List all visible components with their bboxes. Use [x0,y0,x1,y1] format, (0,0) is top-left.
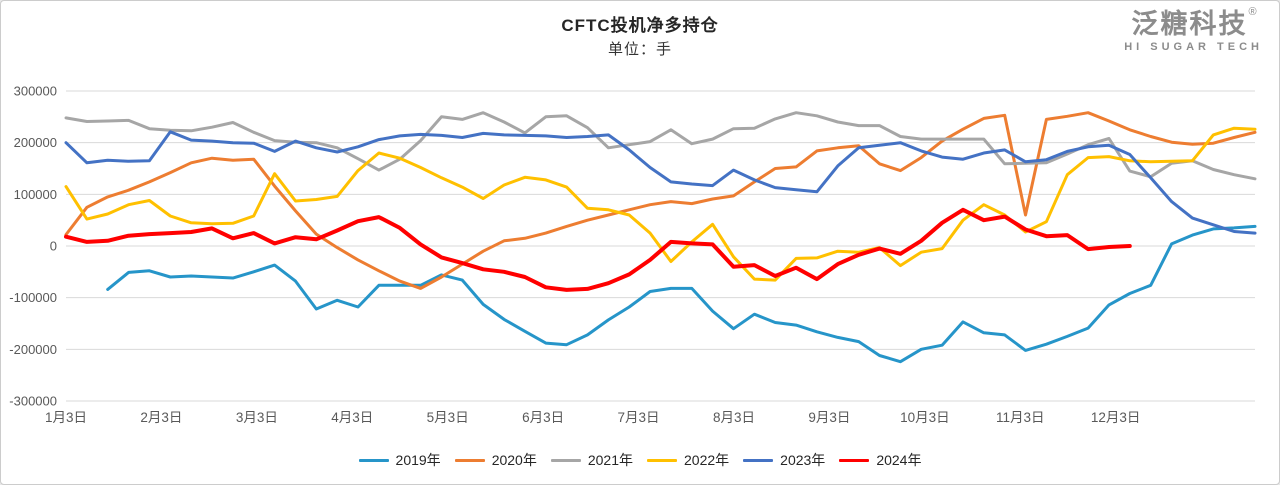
legend-line-swatch-2020 [454,458,485,462]
legend-item-2019: 2019年 [358,450,441,470]
legend-item-2022: 2022年 [647,450,729,470]
legend-line-swatch-2019 [358,458,389,462]
registered-mark-icon: ® [1248,6,1257,18]
legend-item-2021: 2021年 [550,450,633,470]
legend-label-2022: 2022年 [684,452,730,468]
legend-label-2021: 2021年 [587,452,633,468]
page-title: CFTC投机净多持仓 [561,16,719,35]
series-line-2022年 [64,126,1257,282]
chart-legend: 2019年 2020年 2021年 2022年 2023年 2024年 [1,450,1279,470]
x-axis-tick-label: 10月3日 [900,410,950,425]
legend-label-2023: 2023年 [780,452,826,468]
y-axis-tick-label: -100000 [9,290,57,305]
series-line-2023年 [64,130,1257,235]
x-axis-tick-label: 12月3日 [1091,410,1141,425]
x-axis-tick-label: 3月3日 [236,410,278,425]
legend-label-2019: 2019年 [395,452,441,468]
legend-line-swatch-2024 [839,458,870,462]
chart-unit-subtitle: 单位：手 [607,41,672,58]
x-axis-tick-label: 9月3日 [808,410,850,425]
series-line-2021年 [64,111,1257,181]
y-axis-tick-label: 300000 [14,84,57,99]
legend-line-swatch-2022 [647,458,677,462]
legend-label-2020: 2020年 [491,452,537,468]
series-line-2024年 [64,207,1132,292]
series-line-2019年 [106,224,1257,364]
x-axis-tick-label: 1月3日 [45,410,87,425]
y-axis-tick-label: 0 [50,239,57,254]
brand-logo-en: HI SUGAR TECH [1124,41,1263,53]
legend-label-2024: 2024年 [876,452,922,468]
x-axis-tick-label: 5月3日 [427,410,469,425]
x-axis-tick-label: 2月3日 [140,410,182,425]
y-axis-tick-label: -200000 [9,342,57,357]
x-axis-tick-label: 8月3日 [713,410,755,425]
y-axis-tick-label: 100000 [14,187,57,202]
legend-item-2023: 2023年 [743,450,825,470]
brand-logo-cn: 泛糖科技 [1131,9,1248,39]
legend-item-2020: 2020年 [454,450,537,470]
legend-item-2024: 2024年 [839,450,921,470]
brand-logo: 泛糖科技® HI SUGAR TECH [1124,7,1263,53]
y-axis-tick-label: -300000 [9,394,57,409]
y-axis-tick-label: 200000 [14,135,57,150]
x-axis-tick-label: 11月3日 [996,410,1045,425]
x-axis-tick-label: 7月3日 [618,410,660,425]
x-axis-tick-label: 6月3日 [522,410,564,425]
legend-line-swatch-2021 [550,458,581,462]
series-line-2020年 [64,111,1257,290]
legend-line-swatch-2023 [743,458,774,462]
x-axis-tick-label: 4月3日 [331,410,373,425]
